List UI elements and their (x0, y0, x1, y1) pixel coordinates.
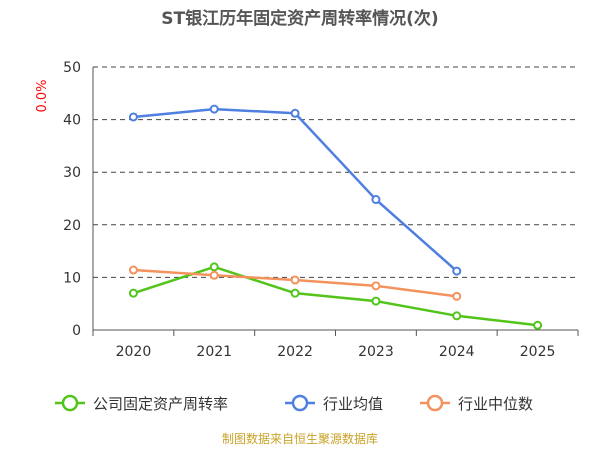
y-tick-label: 20 (63, 218, 81, 234)
data-point (452, 266, 462, 276)
data-point (209, 262, 219, 272)
legend-marker (426, 394, 444, 412)
x-tick-label: 2020 (116, 344, 152, 360)
y-tick-label: 50 (63, 60, 81, 76)
series-line-2 (133, 107, 458, 273)
y-tick-label: 10 (63, 270, 81, 286)
data-point (290, 108, 300, 118)
data-point (371, 296, 381, 306)
y-axis-unit: 0.0% (35, 79, 50, 112)
legend-label: 行业均值 (323, 395, 383, 413)
axes: 0 10 20 30 40 50 2020 2021 2022 2023 2024 2025 (63, 60, 579, 360)
legend-marker (291, 394, 309, 412)
series-line-1 (133, 265, 538, 327)
x-tick-label: 2025 (520, 344, 556, 360)
data-point (290, 275, 300, 285)
data-point (128, 265, 138, 275)
y-tick-label: 0 (72, 323, 81, 339)
source-note: 制图数据来自恒生聚源数据库 (222, 431, 378, 446)
grid-lines (93, 66, 578, 278)
data-point (128, 288, 138, 298)
data-point (452, 311, 462, 321)
legend: 公司固定资产周转率 行业均值 行业中位数 (55, 394, 533, 413)
data-point (452, 291, 462, 301)
data-point (371, 195, 381, 205)
chart-title: ST银江历年固定资产周转率情况(次) (161, 8, 438, 29)
legend-label: 公司固定资产周转率 (93, 395, 228, 413)
legend-label: 行业中位数 (458, 395, 533, 413)
data-point (371, 281, 381, 291)
legend-marker (61, 394, 79, 412)
x-tick-label: 2022 (277, 344, 313, 360)
data-point (209, 270, 219, 280)
series-group (128, 104, 543, 330)
x-tick-label: 2023 (358, 344, 394, 360)
y-tick-label: 30 (63, 165, 81, 181)
y-tick-label: 40 (63, 113, 81, 129)
data-point (128, 112, 138, 122)
data-point (290, 288, 300, 298)
x-tick-label: 2024 (439, 344, 475, 360)
data-point (209, 104, 219, 114)
x-tick-label: 2021 (196, 344, 232, 360)
data-point (533, 320, 543, 330)
